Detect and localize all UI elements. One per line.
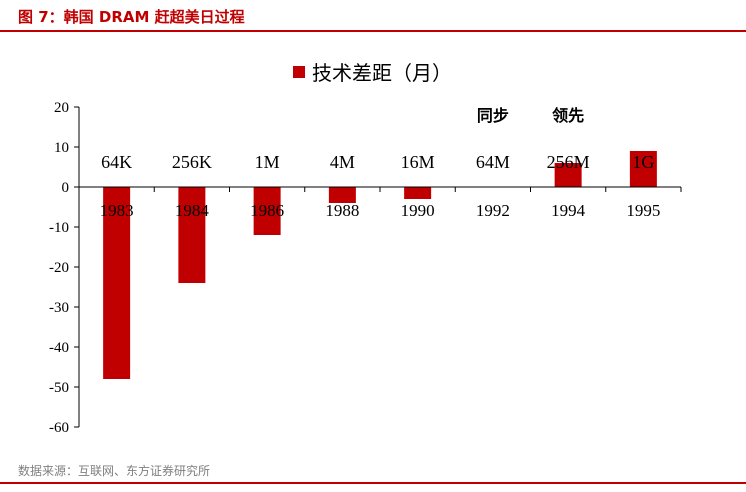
- y-tick-label: -20: [49, 260, 69, 276]
- product-label: 256K: [172, 152, 212, 172]
- y-axis: -60 -50 -40 -30 -20 -10 0 10 20: [49, 100, 80, 436]
- x-tick-label: 1986: [250, 201, 284, 220]
- bar-1984: [178, 187, 206, 283]
- legend-label: 技术差距（月）: [312, 61, 452, 85]
- annotation-label: 领先: [552, 106, 584, 125]
- y-tick-label: 10: [54, 140, 69, 156]
- x-tick-label: 1994: [551, 201, 586, 220]
- y-tick-label: -40: [49, 340, 69, 356]
- y-tick-label: -60: [49, 420, 69, 436]
- bar-1986: [253, 187, 281, 235]
- footer-divider: [0, 482, 746, 484]
- annotations: 同步 领先: [477, 106, 584, 125]
- bar-1994: [554, 163, 582, 187]
- bar-1990: [404, 187, 432, 199]
- source-note: 数据来源：互联网、东方证券研究所: [18, 464, 211, 478]
- y-tick-label: -10: [49, 220, 69, 236]
- bar-1983: [103, 187, 131, 379]
- x-tick-label: 1988: [325, 201, 359, 220]
- y-tick-label: -30: [49, 300, 69, 316]
- y-tick-label: 0: [62, 180, 70, 196]
- y-tick-label: -50: [49, 380, 69, 396]
- product-labels: 64K 256K 1M 4M 16M 64M 256M 1G: [101, 152, 654, 172]
- bar-series: [79, 151, 682, 379]
- product-label: 4M: [330, 152, 355, 172]
- product-label: 1G: [632, 152, 654, 172]
- x-tick-label: 1995: [626, 201, 660, 220]
- annotation-label: 同步: [477, 106, 509, 125]
- x-tick-label: 1983: [100, 201, 134, 220]
- bar-1988: [328, 187, 356, 203]
- figure-title: 图 7：韩国 DRAM 赶超美日过程: [18, 8, 245, 26]
- product-label: 256M: [547, 152, 590, 172]
- product-label: 1M: [255, 152, 280, 172]
- chart-legend: 技术差距（月）: [293, 61, 452, 85]
- x-tick-label: 1984: [175, 201, 210, 220]
- product-label: 16M: [401, 152, 435, 172]
- legend-swatch: [293, 66, 305, 78]
- x-tick-label: 1990: [401, 201, 435, 220]
- product-label: 64K: [101, 152, 132, 172]
- x-tick-label: 1992: [476, 201, 510, 220]
- title-divider: [0, 30, 746, 32]
- bar-1995: [629, 151, 657, 187]
- product-label: 64M: [476, 152, 510, 172]
- x-axis-labels: 1983 1984 1986 1988 1990 1992 1994 1995: [100, 201, 661, 220]
- y-tick-label: 20: [54, 100, 69, 116]
